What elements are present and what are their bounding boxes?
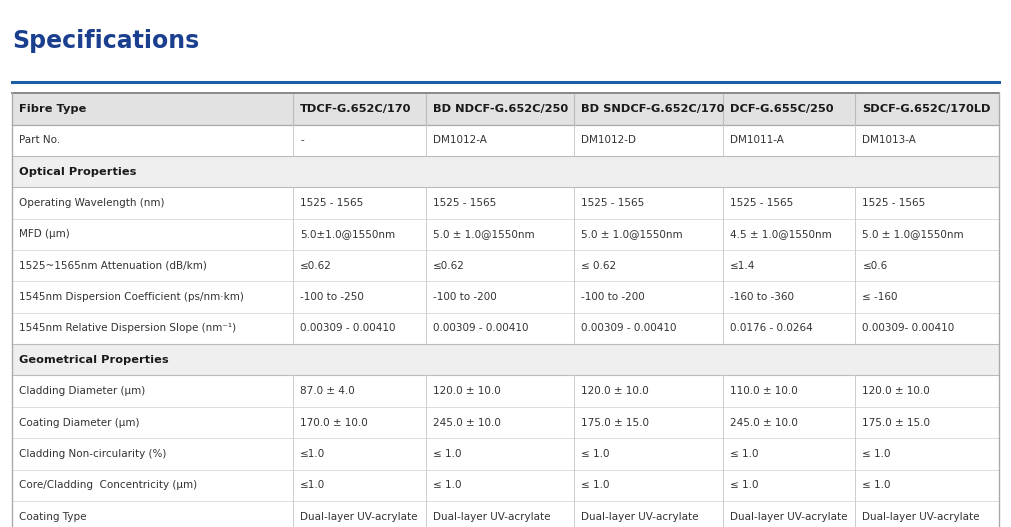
Text: Geometrical Properties: Geometrical Properties xyxy=(19,355,169,365)
Text: 1525 - 1565: 1525 - 1565 xyxy=(730,198,793,208)
Text: 245.0 ± 10.0: 245.0 ± 10.0 xyxy=(730,417,798,427)
Text: 1525 - 1565: 1525 - 1565 xyxy=(581,198,645,208)
Text: BD NDCF-G.652C/250: BD NDCF-G.652C/250 xyxy=(433,104,568,114)
Text: Cladding Diameter (μm): Cladding Diameter (μm) xyxy=(19,386,146,396)
Text: Dual-layer UV-acrylate: Dual-layer UV-acrylate xyxy=(433,512,551,522)
Text: Fibre Type: Fibre Type xyxy=(19,104,87,114)
Text: ≤ 0.62: ≤ 0.62 xyxy=(581,261,617,271)
Text: 1525~1565nm Attenuation (dB/km): 1525~1565nm Attenuation (dB/km) xyxy=(19,261,207,271)
Text: 120.0 ± 10.0: 120.0 ± 10.0 xyxy=(862,386,930,396)
Text: Coating Diameter (μm): Coating Diameter (μm) xyxy=(19,417,140,427)
Text: -100 to -200: -100 to -200 xyxy=(433,292,496,302)
Text: ≤ 1.0: ≤ 1.0 xyxy=(862,480,891,490)
Text: DM1011-A: DM1011-A xyxy=(730,135,784,145)
Text: DCF-G.655C/250: DCF-G.655C/250 xyxy=(730,104,833,114)
Text: 1545nm Dispersion Coefficient (ps/nm·km): 1545nm Dispersion Coefficient (ps/nm·km) xyxy=(19,292,244,302)
Text: 1525 - 1565: 1525 - 1565 xyxy=(862,198,926,208)
Text: -100 to -250: -100 to -250 xyxy=(300,292,364,302)
Text: SDCF-G.652C/170LD: SDCF-G.652C/170LD xyxy=(862,104,991,114)
Text: 170.0 ± 10.0: 170.0 ± 10.0 xyxy=(300,417,368,427)
Text: 87.0 ± 4.0: 87.0 ± 4.0 xyxy=(300,386,355,396)
Text: 110.0 ± 10.0: 110.0 ± 10.0 xyxy=(730,386,798,396)
Text: 120.0 ± 10.0: 120.0 ± 10.0 xyxy=(433,386,500,396)
Text: 5.0±1.0@1550nm: 5.0±1.0@1550nm xyxy=(300,229,395,239)
Text: ≤0.62: ≤0.62 xyxy=(433,261,465,271)
Text: ≤0.62: ≤0.62 xyxy=(300,261,333,271)
Text: 0.00309 - 0.00410: 0.00309 - 0.00410 xyxy=(581,324,677,334)
Text: ≤ 1.0: ≤ 1.0 xyxy=(730,449,758,459)
Text: BD SNDCF-G.652C/170: BD SNDCF-G.652C/170 xyxy=(581,104,725,114)
Text: Optical Properties: Optical Properties xyxy=(19,167,136,177)
Text: Core/Cladding  Concentricity (μm): Core/Cladding Concentricity (μm) xyxy=(19,480,197,490)
Text: 1525 - 1565: 1525 - 1565 xyxy=(300,198,364,208)
Text: 0.0176 - 0.0264: 0.0176 - 0.0264 xyxy=(730,324,813,334)
Text: DM1012-D: DM1012-D xyxy=(581,135,636,145)
Text: 1545nm Relative Dispersion Slope (nm⁻¹): 1545nm Relative Dispersion Slope (nm⁻¹) xyxy=(19,324,237,334)
Text: 245.0 ± 10.0: 245.0 ± 10.0 xyxy=(433,417,500,427)
Text: Operating Wavelength (nm): Operating Wavelength (nm) xyxy=(19,198,165,208)
Text: 5.0 ± 1.0@1550nm: 5.0 ± 1.0@1550nm xyxy=(433,229,535,239)
Text: ≤ 1.0: ≤ 1.0 xyxy=(862,449,891,459)
Text: ≤1.0: ≤1.0 xyxy=(300,449,326,459)
Text: ≤ -160: ≤ -160 xyxy=(862,292,898,302)
Text: Coating Type: Coating Type xyxy=(19,512,87,522)
Text: ≤ 1.0: ≤ 1.0 xyxy=(433,480,462,490)
Text: -: - xyxy=(300,135,304,145)
Text: 175.0 ± 15.0: 175.0 ± 15.0 xyxy=(862,417,930,427)
Text: 1525 - 1565: 1525 - 1565 xyxy=(433,198,496,208)
Text: 5.0 ± 1.0@1550nm: 5.0 ± 1.0@1550nm xyxy=(862,229,964,239)
Text: Dual-layer UV-acrylate: Dual-layer UV-acrylate xyxy=(581,512,699,522)
Text: ≤ 1.0: ≤ 1.0 xyxy=(433,449,462,459)
Text: DM1012-A: DM1012-A xyxy=(433,135,487,145)
Text: MFD (μm): MFD (μm) xyxy=(19,229,70,239)
Text: 0.00309- 0.00410: 0.00309- 0.00410 xyxy=(862,324,954,334)
Text: 4.5 ± 1.0@1550nm: 4.5 ± 1.0@1550nm xyxy=(730,229,831,239)
Text: 5.0 ± 1.0@1550nm: 5.0 ± 1.0@1550nm xyxy=(581,229,683,239)
Text: Part No.: Part No. xyxy=(19,135,61,145)
Text: Dual-layer UV-acrylate: Dual-layer UV-acrylate xyxy=(730,512,847,522)
Text: Dual-layer UV-acrylate: Dual-layer UV-acrylate xyxy=(300,512,418,522)
Text: Cladding Non-circularity (%): Cladding Non-circularity (%) xyxy=(19,449,167,459)
Text: Specifications: Specifications xyxy=(12,29,199,53)
Text: ≤ 1.0: ≤ 1.0 xyxy=(581,449,610,459)
Text: 120.0 ± 10.0: 120.0 ± 10.0 xyxy=(581,386,649,396)
Text: 175.0 ± 15.0: 175.0 ± 15.0 xyxy=(581,417,649,427)
Text: ≤0.6: ≤0.6 xyxy=(862,261,888,271)
Text: ≤ 1.0: ≤ 1.0 xyxy=(730,480,758,490)
Text: -160 to -360: -160 to -360 xyxy=(730,292,794,302)
Text: ≤1.0: ≤1.0 xyxy=(300,480,326,490)
Text: ≤1.4: ≤1.4 xyxy=(730,261,755,271)
Text: 0.00309 - 0.00410: 0.00309 - 0.00410 xyxy=(433,324,529,334)
Text: Dual-layer UV-acrylate: Dual-layer UV-acrylate xyxy=(862,512,980,522)
Text: TDCF-G.652C/170: TDCF-G.652C/170 xyxy=(300,104,411,114)
Text: ≤ 1.0: ≤ 1.0 xyxy=(581,480,610,490)
Text: -100 to -200: -100 to -200 xyxy=(581,292,645,302)
Text: 0.00309 - 0.00410: 0.00309 - 0.00410 xyxy=(300,324,395,334)
Text: DM1013-A: DM1013-A xyxy=(862,135,916,145)
